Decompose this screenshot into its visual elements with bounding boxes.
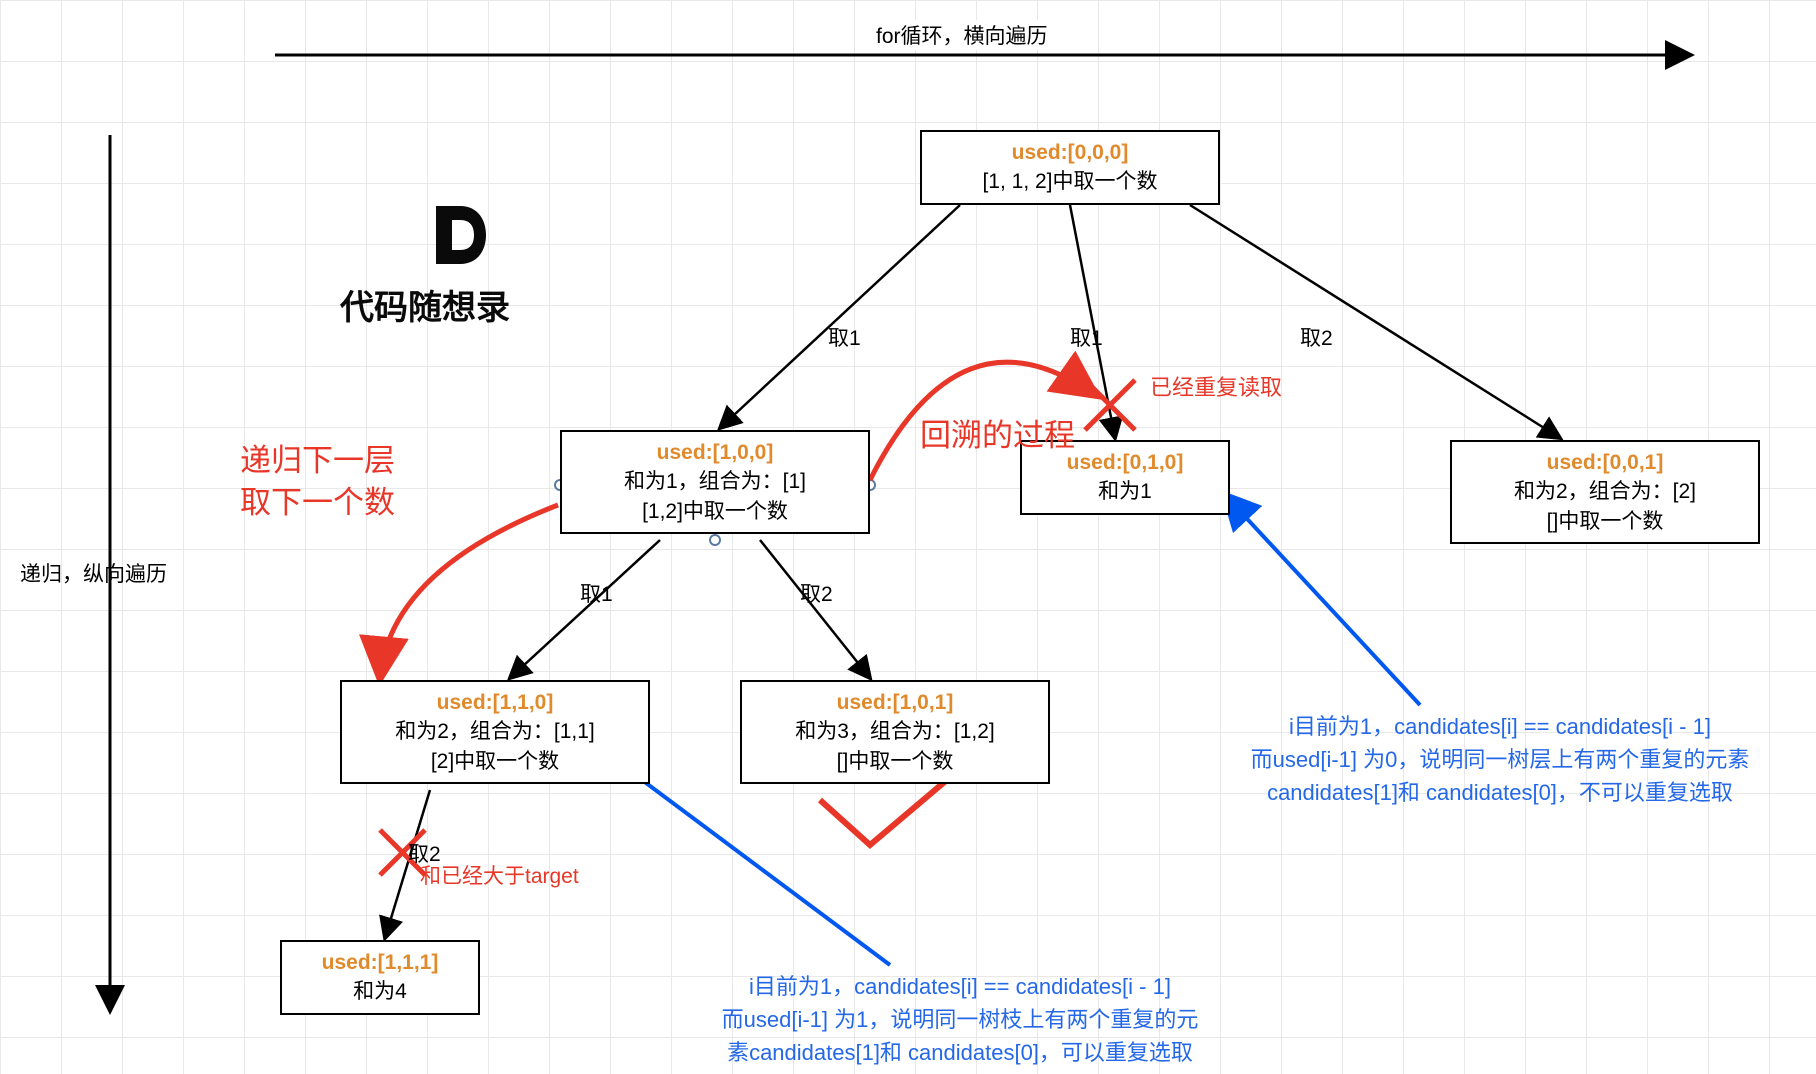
backtrack-note: 回溯的过程 <box>920 410 1075 455</box>
node-line: 和为2，组合为：[2] <box>1462 477 1748 506</box>
node-line: []中取一个数 <box>1462 507 1748 536</box>
edge-label: 取2 <box>1300 322 1333 352</box>
node-line: 和为1 <box>1032 477 1218 506</box>
node-used: used:[0,0,1] <box>1462 448 1748 477</box>
edge-label: 取1 <box>828 322 861 352</box>
logo-text: 代码随想录 <box>340 280 510 329</box>
node-used: used:[0,0,0] <box>932 138 1208 167</box>
blue-note-line: candidates[1]和 candidates[0]，不可以重复选取 <box>1210 776 1790 809</box>
node-111: used:[1,1,1] 和为4 <box>280 940 480 1015</box>
node-001: used:[0,0,1] 和为2，组合为：[2] []中取一个数 <box>1450 440 1760 544</box>
node-line: 和为1，组合为：[1] <box>572 467 858 496</box>
node-used: used:[1,0,1] <box>752 688 1038 717</box>
blue-note-line: 素candidates[1]和 candidates[0]，可以重复选取 <box>680 1036 1240 1069</box>
blue-note-1: i目前为1，candidates[i] == candidates[i - 1]… <box>680 970 1240 1069</box>
node-100: used:[1,0,0] 和为1，组合为：[1] [1,2]中取一个数 <box>560 430 870 534</box>
node-used: used:[1,0,0] <box>572 438 858 467</box>
logo-icon <box>430 200 490 270</box>
blue-note-line: 而used[i-1] 为0，说明同一树层上有两个重复的元素 <box>1210 743 1790 776</box>
node-line: [1, 1, 2]中取一个数 <box>932 167 1208 196</box>
node-line: []中取一个数 <box>752 747 1038 776</box>
edge-label: 取2 <box>800 578 833 608</box>
node-line: 和为4 <box>292 977 468 1006</box>
gt-target-note: 和已经大于target <box>420 860 579 890</box>
edge-label: 取1 <box>1070 322 1103 352</box>
dup-note: 已经重复读取 <box>1150 370 1282 402</box>
blue-note-line: i目前为1，candidates[i] == candidates[i - 1] <box>680 970 1240 1003</box>
blue-note-2: i目前为1，candidates[i] == candidates[i - 1]… <box>1210 710 1790 809</box>
node-line: [2]中取一个数 <box>352 747 638 776</box>
blue-note-line: i目前为1，candidates[i] == candidates[i - 1] <box>1210 710 1790 743</box>
node-101: used:[1,0,1] 和为3，组合为：[1,2] []中取一个数 <box>740 680 1050 784</box>
node-110: used:[1,1,0] 和为2，组合为：[1,1] [2]中取一个数 <box>340 680 650 784</box>
edge-label: 取1 <box>580 578 613 608</box>
node-line: 和为2，组合为：[1,1] <box>352 717 638 746</box>
blue-note-line: 而used[i-1] 为1，说明同一树枝上有两个重复的元 <box>680 1003 1240 1036</box>
node-root: used:[0,0,0] [1, 1, 2]中取一个数 <box>920 130 1220 205</box>
node-line: 和为3，组合为：[1,2] <box>752 717 1038 746</box>
recursion-note: 递归下一层 取下一个数 <box>240 440 395 524</box>
left-arrow-label: 递归，纵向遍历 <box>20 558 167 588</box>
node-line: [1,2]中取一个数 <box>572 497 858 526</box>
top-arrow-label: for循环，横向遍历 <box>870 20 1054 50</box>
node-used: used:[1,1,0] <box>352 688 638 717</box>
node-used: used:[1,1,1] <box>292 948 468 977</box>
